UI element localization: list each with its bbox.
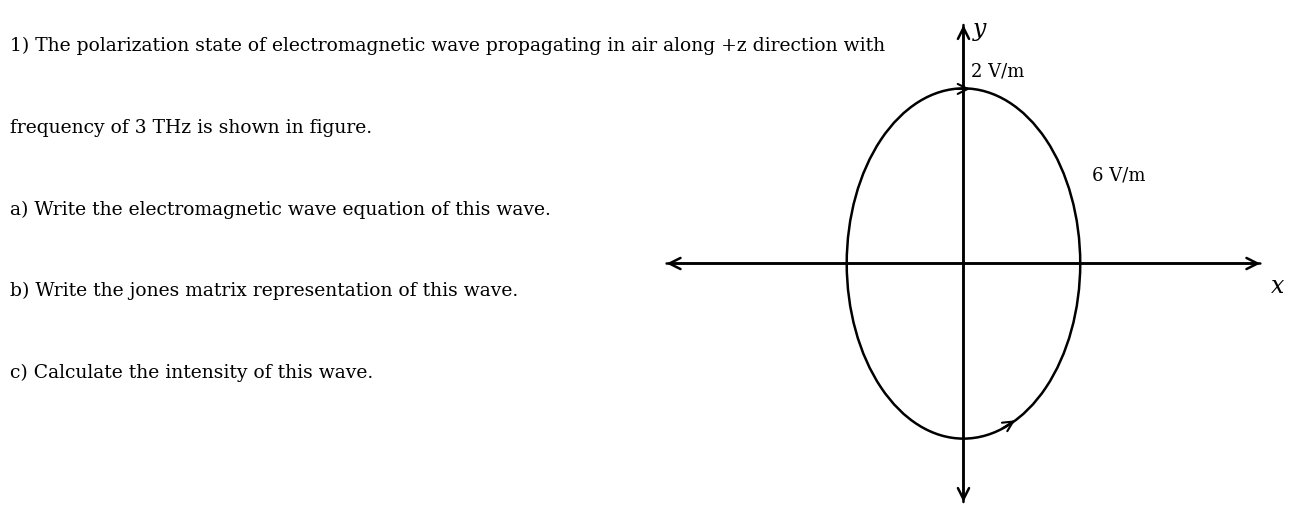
Text: a) Write the electromagnetic wave equation of this wave.: a) Write the electromagnetic wave equati… [10,200,551,219]
Text: y: y [973,18,987,41]
Text: 2 V/m: 2 V/m [971,63,1025,81]
Text: x: x [1271,275,1284,298]
Text: b) Write the jones matrix representation of this wave.: b) Write the jones matrix representation… [10,282,518,300]
Text: frequency of 3 THz is shown in figure.: frequency of 3 THz is shown in figure. [10,119,372,136]
Text: 6 V/m: 6 V/m [1092,167,1146,185]
Text: c) Calculate the intensity of this wave.: c) Calculate the intensity of this wave. [10,364,374,382]
Text: 1) The polarization state of electromagnetic wave propagating in air along +z di: 1) The polarization state of electromagn… [10,37,885,55]
